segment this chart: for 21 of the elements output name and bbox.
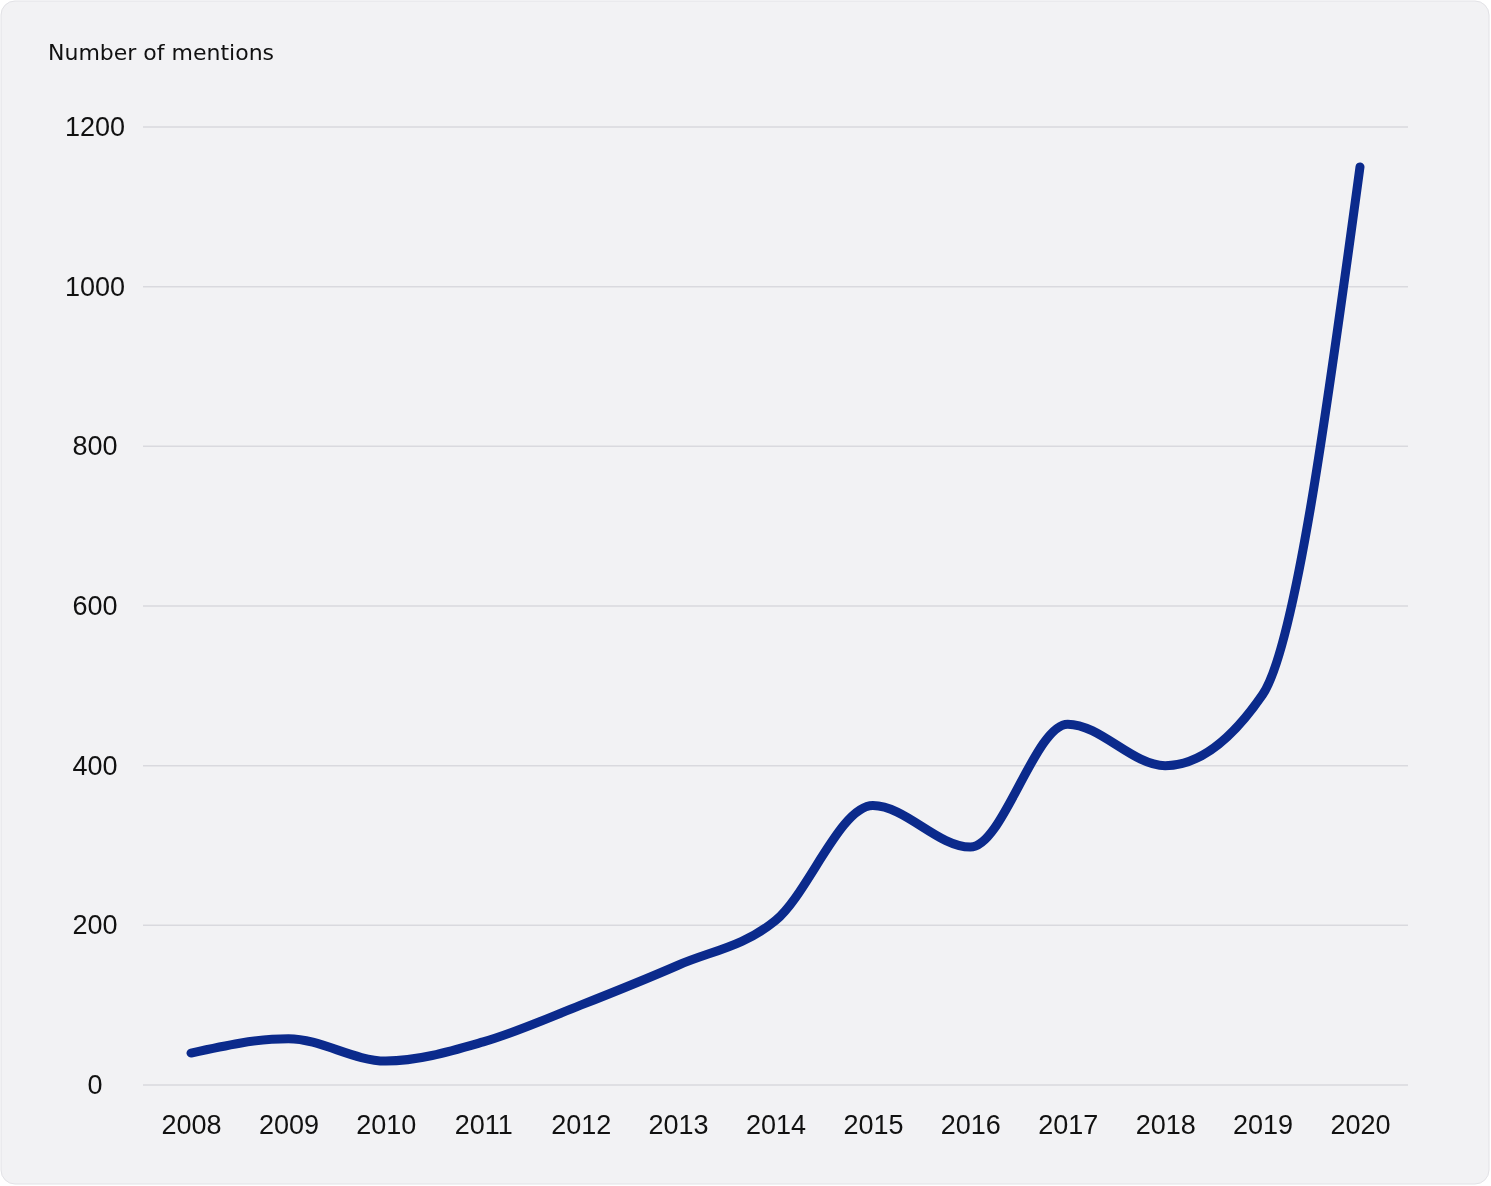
y-tick-label: 600 — [72, 591, 118, 622]
x-tick-label: 2011 — [454, 1109, 513, 1140]
y-tick-label: 800 — [72, 431, 118, 462]
x-tick-label: 2013 — [648, 1109, 709, 1140]
x-tick-label: 2010 — [356, 1109, 417, 1140]
y-axis-title: Number of mentions — [48, 40, 275, 65]
y-tick-label: 400 — [72, 750, 118, 781]
y-tick-label: 200 — [72, 910, 118, 941]
x-tick-label: 2018 — [1135, 1109, 1196, 1140]
x-tick-label: 2015 — [843, 1109, 904, 1140]
x-tick-label: 2016 — [940, 1109, 1001, 1140]
x-tick-label: 2014 — [745, 1109, 807, 1140]
x-tick-label: 2020 — [1330, 1109, 1391, 1140]
x-tick-label: 2009 — [258, 1109, 319, 1140]
y-tick-label: 1200 — [64, 112, 126, 143]
y-tick-label: 0 — [87, 1070, 103, 1101]
x-tick-label: 2017 — [1038, 1109, 1099, 1140]
x-tick-label: 2019 — [1233, 1109, 1294, 1140]
y-tick-label: 1000 — [64, 271, 126, 302]
x-tick-label: 2012 — [551, 1109, 612, 1140]
x-tick-label: 2008 — [161, 1109, 222, 1140]
